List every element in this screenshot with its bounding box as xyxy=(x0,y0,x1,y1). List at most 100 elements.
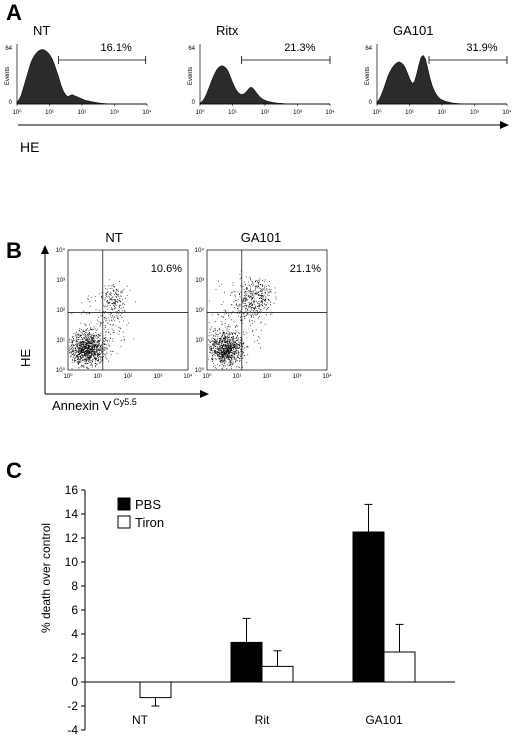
dotplot-events xyxy=(208,270,277,370)
dotplot-x-tick-label: 10⁰ xyxy=(63,373,73,380)
chart-bar xyxy=(230,641,263,683)
dotplot-x-tick-label: 10² xyxy=(263,374,272,380)
histogram-ylabel: Events xyxy=(5,67,11,85)
panel-a-axis-label: HE xyxy=(20,139,39,155)
dotplot-x-tick-label: 10³ xyxy=(154,374,163,380)
chart-y-tick-label: 14 xyxy=(65,507,79,521)
dotplot-events xyxy=(69,279,136,369)
chart-bar xyxy=(352,531,385,683)
histogram-x-tick-label: 10⁴ xyxy=(502,109,512,116)
chart-y-tick-label: 10 xyxy=(65,555,79,569)
histogram-x-tick-label: 10⁰ xyxy=(372,109,382,116)
histogram-x-tick-label: 10² xyxy=(261,110,270,116)
histogram-fill xyxy=(376,54,507,105)
chart-bar xyxy=(261,665,294,683)
dotplot-y-tick-label: 10⁴ xyxy=(56,247,66,254)
dotplot-title: NT xyxy=(105,230,122,245)
dotplot-x-tick-label: 10⁴ xyxy=(183,373,193,380)
histogram-ymin: 0 xyxy=(369,100,373,106)
chart-x-tick-label: GA101 xyxy=(365,713,403,727)
dotplot-y-tick-label: 10⁰ xyxy=(195,367,205,374)
dotplot-x-tick-label: 10³ xyxy=(293,374,302,380)
chart-x-tick-label: NT xyxy=(132,713,149,727)
chart-y-tick-label: 2 xyxy=(71,651,78,665)
histogram-percent: 16.1% xyxy=(101,42,132,54)
chart-y-tick-label: 8 xyxy=(71,579,78,593)
chart-legend-label: PBS xyxy=(135,497,161,512)
chart-y-axis-label: % death over control xyxy=(39,523,53,633)
histogram-fill xyxy=(16,49,147,105)
histogram-ymax: 64 xyxy=(188,46,195,52)
panel-a-axis-arrow xyxy=(500,121,509,129)
dotplot-y-tick-label: 10² xyxy=(56,308,65,314)
dotplot-y-tick-label: 10¹ xyxy=(195,338,204,344)
histogram-fill xyxy=(199,65,330,105)
chart-bar xyxy=(139,681,172,699)
histogram-x-tick-label: 10² xyxy=(438,110,447,116)
dotplot-x-tick-label: 10⁰ xyxy=(202,373,212,380)
chart-x-tick-label: Rit xyxy=(255,713,270,727)
histogram-x-tick-label: 10³ xyxy=(293,110,302,116)
chart-y-tick-label: 4 xyxy=(71,627,78,641)
histogram-ylabel: Events xyxy=(188,67,194,85)
dotplot-x-tick-label: 10⁴ xyxy=(322,373,332,380)
dotplot-frame xyxy=(67,249,189,371)
dotplot-percent: 10.6% xyxy=(151,263,182,275)
dotplot-y-tick-label: 10² xyxy=(195,308,204,314)
dotplot-frame xyxy=(206,249,328,371)
panel-c-bar-chart: 16 14 12 10 8 6 4 2 0 -2 -4 NT Rit GA101 PBS Tiron xyxy=(65,483,455,737)
histogram-x-tick-label: 10² xyxy=(78,110,87,116)
dotplot-title: GA101 xyxy=(241,230,281,245)
chart-legend-label: Tiron xyxy=(135,515,164,530)
histogram-x-tick-label: 10⁴ xyxy=(142,109,152,116)
histogram-x-tick-label: 10¹ xyxy=(45,110,54,116)
histogram-x-tick-label: 10⁰ xyxy=(195,109,205,116)
histogram-title: NT xyxy=(33,23,50,38)
dotplot-percent: 21.1% xyxy=(290,263,321,275)
chart-y-tick-label: -2 xyxy=(67,699,78,713)
histogram-x-tick-label: 10³ xyxy=(470,110,479,116)
chart-y-tick-label: 6 xyxy=(71,603,78,617)
dotplot-y-tick-label: 10¹ xyxy=(56,338,65,344)
dotplot-x-tick-label: 10² xyxy=(124,374,133,380)
chart-legend-swatch xyxy=(117,515,131,529)
panel-b-y-axis-arrow xyxy=(41,245,49,254)
histogram-ymax: 64 xyxy=(5,46,12,52)
dotplot-y-tick-label: 10⁴ xyxy=(195,247,205,254)
histogram-title: Ritx xyxy=(216,23,239,38)
panel-a: NT 64 0 Events 10⁰ 10¹ 10² 10³ 10⁴ 16.1% Ritx 64 0 Ev… xyxy=(5,23,512,116)
chart-y-tick-label: 12 xyxy=(65,531,79,545)
histogram-x-tick-label: 10¹ xyxy=(228,110,237,116)
panel-c-letter: C xyxy=(6,458,22,483)
chart-y-tick-label: 0 xyxy=(71,675,78,689)
histogram-percent: 31.9% xyxy=(466,42,497,54)
histogram-x-tick-label: 10¹ xyxy=(405,110,414,116)
chart-legend-swatch xyxy=(117,497,131,511)
histogram-ylabel: Events xyxy=(365,67,371,85)
dotplot-y-tick-label: 10⁰ xyxy=(56,367,66,374)
panel-b-letter: B xyxy=(6,238,22,263)
dotplot-y-tick-label: 10³ xyxy=(195,278,204,284)
dotplot-x-tick-label: 10¹ xyxy=(233,374,242,380)
panel-b-x-axis-label-main: Annexin V xyxy=(52,398,112,413)
histogram-title: GA101 xyxy=(393,23,433,38)
histogram-x-tick-label: 10⁰ xyxy=(12,109,22,116)
histogram-x-tick-label: 10⁴ xyxy=(325,109,335,116)
histogram-ymin: 0 xyxy=(9,100,13,106)
histogram-ymax: 64 xyxy=(365,46,372,52)
panel-a-letter: A xyxy=(6,0,22,25)
chart-y-tick-label: 16 xyxy=(65,483,79,497)
histogram-ymin: 0 xyxy=(192,100,196,106)
chart-bar xyxy=(383,651,416,683)
dotplot-x-tick-label: 10¹ xyxy=(94,374,103,380)
panel-b-x-axis-arrow xyxy=(200,390,209,398)
panel-b-x-axis-label-sup: Cy5.5 xyxy=(113,397,137,407)
chart-y-tick-label: -4 xyxy=(67,723,78,737)
panel-b-y-axis-label: HE xyxy=(18,349,33,367)
dotplot-y-tick-label: 10³ xyxy=(56,278,65,284)
panel-b-x-axis-label: Annexin V Cy5.5 xyxy=(52,397,137,413)
histogram-x-tick-label: 10³ xyxy=(110,110,119,116)
histogram-percent: 21.3% xyxy=(284,42,315,54)
